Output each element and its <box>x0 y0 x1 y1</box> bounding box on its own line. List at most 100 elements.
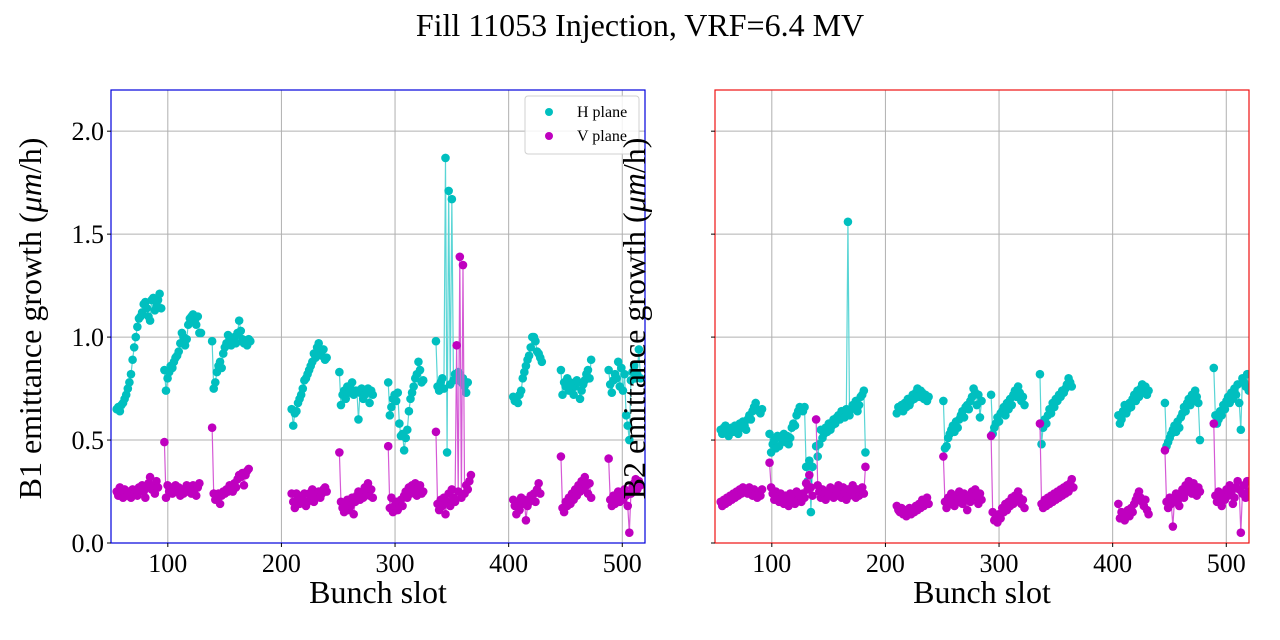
data-point-b2-v-plane <box>977 495 986 505</box>
data-point-b1-h-plane <box>463 378 473 387</box>
data-point-b2-h-plane <box>1242 369 1249 379</box>
data-point-b1-h-plane <box>133 322 142 332</box>
data-point-b1-h-plane <box>161 386 171 395</box>
data-point-b1-v-plane <box>145 472 155 482</box>
data-point-b1-h-plane <box>447 194 457 204</box>
data-point-b1-h-plane <box>418 376 428 385</box>
data-point-b1-h-plane <box>531 336 540 346</box>
data-point-b1-v-plane <box>458 260 468 270</box>
data-point-b1-v-plane <box>160 437 169 447</box>
x-tick-label: 300 <box>376 549 415 578</box>
data-point-b2-h-plane <box>1174 423 1184 432</box>
data-point-b1-h-plane <box>368 390 378 400</box>
data-point-b1-v-plane <box>231 483 241 492</box>
data-point-b2-h-plane <box>1018 392 1028 402</box>
data-point-b2-h-plane <box>1037 439 1046 449</box>
data-point-b1-h-plane <box>513 398 523 408</box>
panel-b2: 100 200 300 400 500 Bunch slot B2 emittance … <box>616 89 1250 610</box>
data-point-b1-h-plane <box>393 388 403 397</box>
data-point-b1-v-plane <box>215 499 225 509</box>
data-point-b1-v-plane <box>368 493 378 503</box>
data-point-b2-v-plane <box>808 491 817 500</box>
x-tick-label: 100 <box>148 549 187 578</box>
frame-b2 <box>714 89 1250 544</box>
data-point-b1-v-plane <box>366 485 376 494</box>
data-point-b2-v-plane <box>1168 522 1178 531</box>
data-point-b1-h-plane <box>403 425 412 435</box>
data-point-b2-v-plane <box>806 483 816 492</box>
data-point-b1-h-plane <box>387 402 396 412</box>
series-b2-h-plane <box>716 217 1249 517</box>
data-point-b2-h-plane <box>1244 386 1249 395</box>
data-point-b1-v-plane <box>466 470 476 480</box>
data-point-b2-h-plane <box>1117 415 1126 424</box>
data-point-b2-v-plane <box>1128 507 1137 517</box>
data-point-b2-v-plane <box>1144 509 1153 519</box>
x-tick-label: 500 <box>1207 549 1246 578</box>
data-point-b1-h-plane <box>217 363 226 373</box>
data-point-b1-h-plane <box>298 384 308 393</box>
data-point-b1-h-plane <box>292 406 301 416</box>
data-point-b1-v-plane <box>431 427 441 437</box>
data-point-b1-h-plane <box>354 415 363 424</box>
data-point-b1-h-plane <box>399 446 409 455</box>
data-point-b1-v-plane <box>556 452 566 461</box>
data-point-b1-h-plane <box>575 394 585 404</box>
data-point-b2-h-plane <box>959 413 969 422</box>
x-tick-label: 400 <box>489 549 528 578</box>
data-point-b1-h-plane <box>621 411 631 420</box>
data-point-b1-v-plane <box>141 493 150 503</box>
data-point-b2-v-plane <box>757 485 767 494</box>
data-point-b1-h-plane <box>128 355 137 365</box>
data-point-b1-h-plane <box>558 390 567 400</box>
data-point-b1-h-plane <box>569 390 578 400</box>
data-point-b1-h-plane <box>245 336 255 346</box>
data-point-b1-v-plane <box>585 478 594 488</box>
data-point-b1-v-plane <box>398 501 407 511</box>
data-point-b1-v-plane <box>239 481 249 490</box>
data-point-b1-v-plane <box>195 478 204 488</box>
y-tick-label: 0.5 <box>72 426 105 455</box>
data-point-b2-h-plane <box>924 392 933 402</box>
data-point-b1-h-plane <box>314 338 323 348</box>
x-tick-label: 500 <box>603 549 642 578</box>
data-point-b1-h-plane <box>585 373 594 383</box>
data-point-b1-v-plane <box>636 481 645 490</box>
data-point-b2-v-plane <box>1195 487 1205 496</box>
data-point-b2-v-plane <box>805 470 814 480</box>
data-point-b1-h-plane <box>629 361 639 371</box>
data-point-b1-h-plane <box>625 435 634 445</box>
data-point-b1-v-plane <box>450 497 460 507</box>
figure-title: Fill 11053 Injection, VRF=6.4 MV <box>416 7 864 43</box>
marks-b2 <box>716 217 1249 538</box>
data-point-b1-h-plane <box>415 365 425 375</box>
data-point-b2-h-plane <box>861 448 870 457</box>
data-point-b2-v-plane <box>1035 419 1045 428</box>
data-point-b1-v-plane <box>452 341 461 350</box>
data-point-b1-h-plane <box>612 373 621 383</box>
data-point-b2-h-plane <box>1067 382 1077 391</box>
data-point-b1-h-plane <box>234 316 244 325</box>
data-point-b2-v-plane <box>939 452 948 461</box>
data-point-b1-v-plane <box>207 423 217 432</box>
data-point-b1-h-plane <box>174 347 184 356</box>
data-point-b2-h-plane <box>994 417 1004 426</box>
data-point-b1-h-plane <box>438 373 447 383</box>
data-point-b1-h-plane <box>537 357 547 367</box>
data-point-b1-v-plane <box>623 501 633 511</box>
data-point-b1-h-plane <box>236 326 246 336</box>
frame-b1 <box>110 89 646 544</box>
data-point-b1-h-plane <box>142 303 152 313</box>
data-point-b1-v-plane <box>535 489 545 498</box>
data-point-b2-v-plane <box>1018 495 1028 505</box>
data-point-b1-h-plane <box>231 338 241 348</box>
data-point-b1-h-plane <box>193 312 203 321</box>
series-b1-v-plane <box>112 252 645 538</box>
y-tick-label: 1.0 <box>72 323 105 352</box>
data-point-b1-v-plane <box>463 485 473 494</box>
data-point-b1-h-plane <box>461 388 471 397</box>
data-point-b1-h-plane <box>207 336 217 346</box>
data-point-b2-h-plane <box>765 429 774 439</box>
data-point-b2-h-plane <box>1195 435 1205 445</box>
data-point-b2-h-plane <box>813 452 823 461</box>
